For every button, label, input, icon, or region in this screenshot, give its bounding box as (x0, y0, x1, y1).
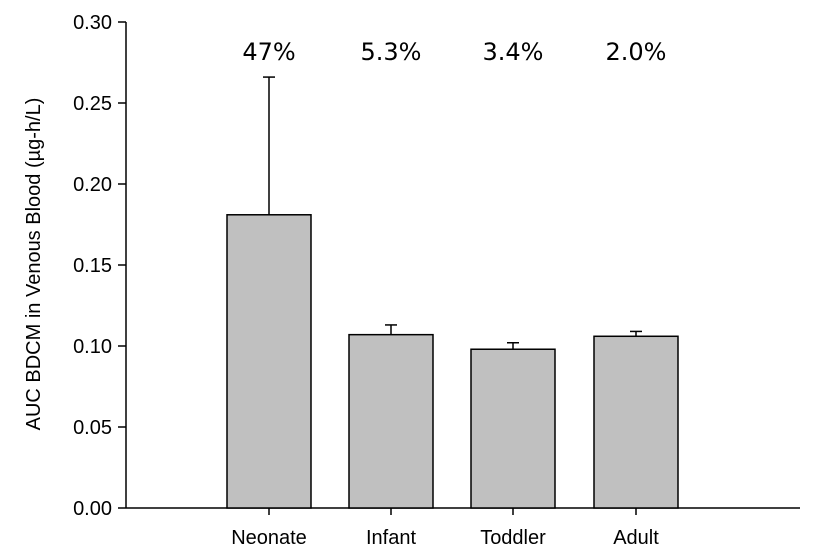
y-axis-title: AUC BDCM in Venous Blood (µg-h/L) (23, 98, 45, 431)
category-labels: Neonate Infant Toddler Adult (231, 508, 659, 549)
error-bars (263, 76, 642, 350)
y-tick-label: 0.25 (73, 93, 112, 115)
y-tick-label: 0.00 (73, 498, 112, 520)
bar-neonate (226, 214, 312, 509)
percent-annotation: 2.0% (606, 38, 667, 66)
percent-annotation: 47% (242, 38, 295, 66)
y-tick-label: 0.20 (73, 174, 112, 196)
y-tick-label: 0.05 (73, 417, 112, 439)
y-tick-label: 0.15 (73, 255, 112, 277)
category-label: Adult (613, 527, 659, 549)
category-label: Neonate (231, 527, 307, 549)
bar-infant (348, 333, 434, 509)
y-tick-label: 0.10 (73, 336, 112, 358)
y-ticks: 0.00 0.05 0.10 0.15 0.20 0.25 0.30 (73, 12, 126, 520)
category-label: Toddler (480, 527, 546, 549)
percent-annotations: 47% 5.3% 3.4% 2.0% (242, 38, 666, 66)
bars (226, 214, 679, 509)
bar-adult (593, 335, 679, 509)
percent-annotation: 3.4% (483, 38, 544, 66)
y-tick-label: 0.30 (73, 12, 112, 34)
percent-annotation: 5.3% (361, 38, 422, 66)
category-label: Infant (366, 527, 416, 549)
bar-toddler (470, 348, 556, 509)
